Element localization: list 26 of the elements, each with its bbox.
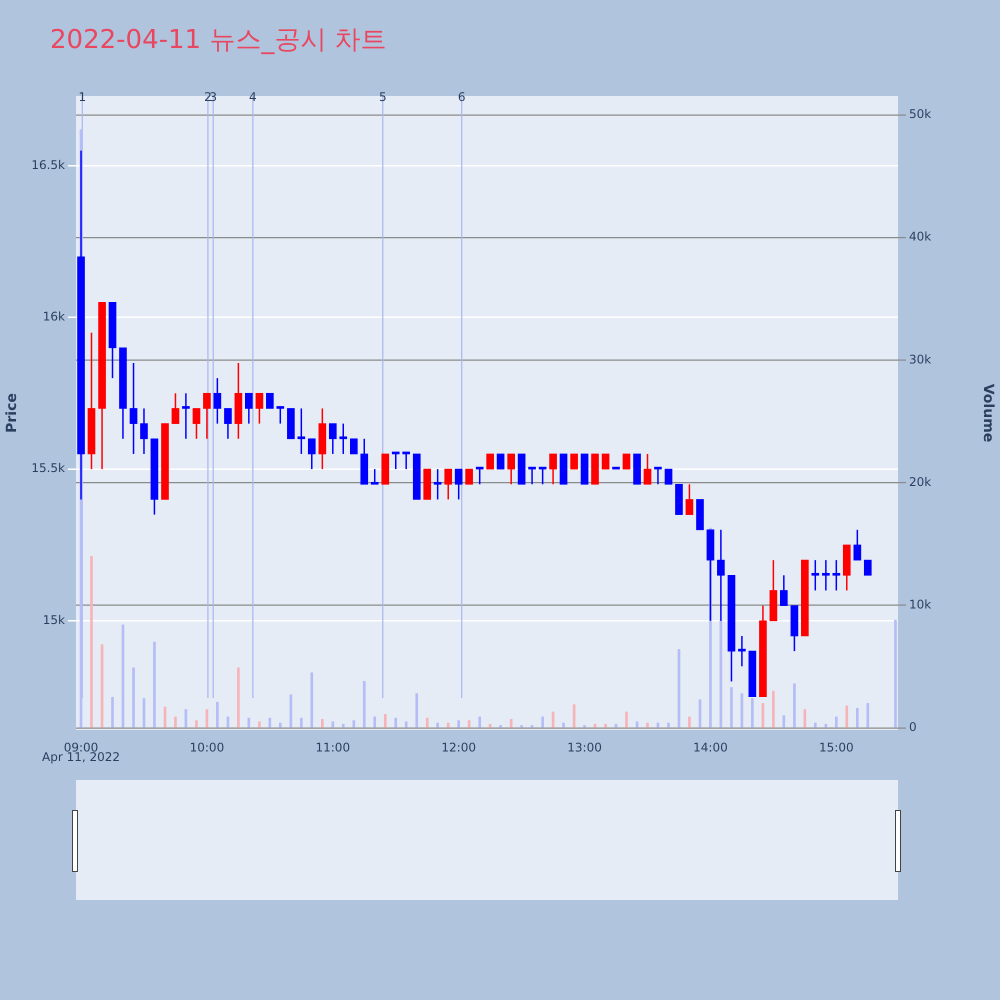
annotation: 1: [78, 90, 86, 104]
y2-tick-label: 50k: [909, 107, 932, 122]
y2-tick-label: 40k: [909, 230, 932, 244]
x-tick-label: 14:00: [693, 740, 728, 754]
y2-tick-label: 10k: [909, 597, 932, 612]
x-tick-label: 13:00: [567, 740, 602, 754]
x-tick-label: 11:00: [316, 740, 350, 754]
annotation: 6: [458, 90, 466, 104]
y2-axis-title: Volume: [980, 384, 996, 442]
annotation: 5: [378, 90, 387, 104]
annotation: 2: [204, 90, 212, 104]
annotation: 3: [209, 90, 218, 104]
x-tick-label: 12:00: [441, 740, 476, 754]
chart-title: 2022-04-11 뉴스_공시 차트: [50, 24, 387, 57]
y2-tick-label: 20k: [909, 474, 932, 489]
y2-tick-label: 0: [909, 720, 917, 734]
y-tick-label: 16.5k: [31, 158, 66, 172]
x-tick-label: 10:00: [190, 740, 224, 754]
y-tick-label: 15.5k: [31, 461, 66, 476]
x-tick-label: 15:00: [819, 740, 854, 754]
y2-tick-label: 30k: [909, 352, 932, 366]
y-axis-title: Price: [4, 393, 20, 433]
annotation: 4: [249, 90, 257, 104]
text: Apr 11, 2022: [42, 750, 120, 764]
y-tick-label: 15k: [42, 612, 66, 627]
y-tick-label: 16k: [42, 310, 66, 324]
